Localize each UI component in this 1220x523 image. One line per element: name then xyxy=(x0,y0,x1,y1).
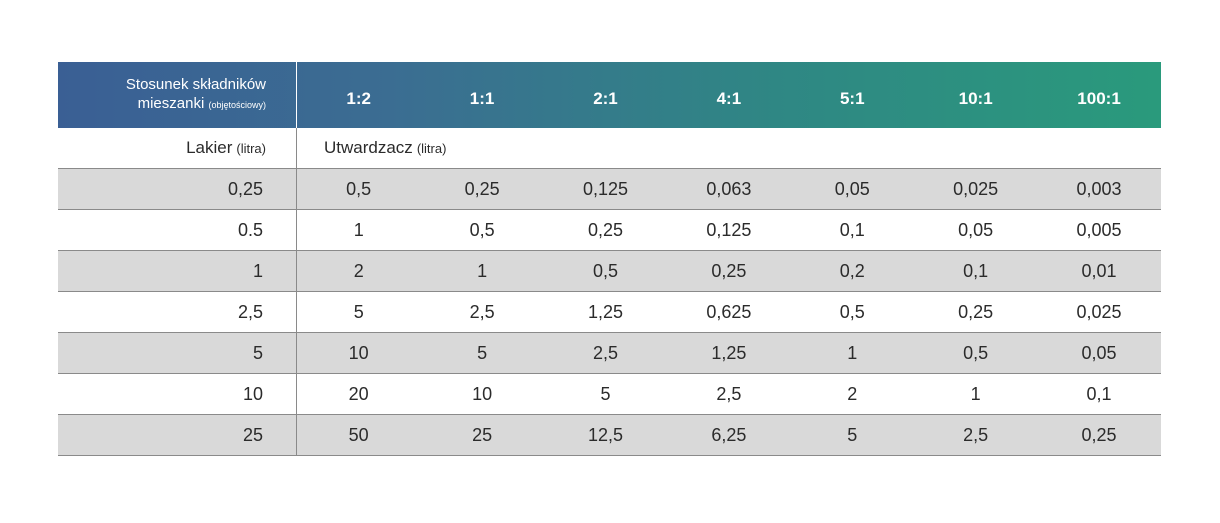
hardener-amount-cell: 0,5 xyxy=(839,301,865,322)
table-row: 25 50 25 12,5 6,25 5 2,5 0,25 xyxy=(58,415,1161,456)
lacquer-amount-cell: 5 xyxy=(58,333,297,373)
lacquer-amount-cell: 2,5 xyxy=(58,292,297,332)
hardener-amount-cell: 0,1 xyxy=(1086,383,1112,404)
hardener-amount-cell: 0,25 xyxy=(587,219,623,240)
hardener-amount-cell: 10 xyxy=(472,383,493,404)
table-row: 2,5 5 2,5 1,25 0,625 0,5 0,25 0,025 xyxy=(58,292,1161,333)
lacquer-column-header: Lakier (litra) xyxy=(58,128,297,168)
hardener-unit: (litra) xyxy=(416,140,447,156)
hardener-amount-cell: 1 xyxy=(970,383,981,404)
hardener-amount-cell: 0,003 xyxy=(1076,178,1122,199)
hardener-amount-cell: 2,5 xyxy=(963,424,989,445)
hardener-amount-cell: 25 xyxy=(472,424,493,445)
hardener-amount-cell: 50 xyxy=(348,424,369,445)
hardener-amount-cell: 2 xyxy=(353,260,364,281)
hardener-amount-cell: 2,5 xyxy=(469,301,495,322)
hardener-amount-cell: 0,063 xyxy=(706,178,752,199)
hardener-amount-cell: 1 xyxy=(847,342,858,363)
hardener-amount-cell: 0,25 xyxy=(1081,424,1117,445)
hardener-column-header: Utwardzacz (litra) xyxy=(297,128,446,168)
table-row: 5 10 5 2,5 1,25 1 0,5 0,05 xyxy=(58,333,1161,374)
hardener-amount-cell: 0,5 xyxy=(963,342,989,363)
hardener-amount-cell: 0,25 xyxy=(711,260,747,281)
ratio-header-mixture: mieszanki xyxy=(137,95,205,112)
ratio-column-header: 4:1 xyxy=(716,89,742,108)
hardener-amount-cell: 2,5 xyxy=(716,383,742,404)
hardener-amount-cell: 1,25 xyxy=(711,342,747,363)
hardener-amount-cell: 0,05 xyxy=(834,178,870,199)
lacquer-amount-cell: 1 xyxy=(58,251,297,291)
ratio-column-header: 1:2 xyxy=(346,89,371,108)
hardener-amount-cell: 0,01 xyxy=(1081,260,1117,281)
hardener-amount-cell: 6,25 xyxy=(711,424,747,445)
ratio-column-header: 5:1 xyxy=(839,89,865,108)
ratio-header-cell: Stosunek składników mieszanki (objętości… xyxy=(58,62,297,128)
table-row: 10 20 10 5 2,5 2 1 0,1 xyxy=(58,374,1161,415)
ratio-column-header: 2:1 xyxy=(593,89,618,108)
table-subheader: Lakier (litra) Utwardzacz (litra) xyxy=(58,128,1161,169)
hardener-amount-cell: 0,025 xyxy=(953,178,999,199)
hardener-amount-cell: 1,25 xyxy=(587,301,623,322)
table-row: 0,25 0,5 0,25 0,125 0,063 0,05 0,025 0,003 xyxy=(58,169,1161,210)
lacquer-amount-cell: 0.5 xyxy=(58,210,297,250)
ratio-header-line2: mieszanki (objętościowy) xyxy=(138,94,266,115)
hardener-amount-cell: 5 xyxy=(600,383,611,404)
hardener-amount-cell: 1 xyxy=(353,219,364,240)
hardener-amount-cell: 0,25 xyxy=(464,178,500,199)
lacquer-amount-cell: 25 xyxy=(58,415,297,455)
hardener-amount-cell: 0,5 xyxy=(346,178,372,199)
hardener-amount-cell: 2 xyxy=(847,383,858,404)
hardener-amount-cell: 0,005 xyxy=(1076,219,1122,240)
mixing-ratio-table: Stosunek składników mieszanki (objętości… xyxy=(58,62,1161,456)
hardener-label: Utwardzacz xyxy=(324,138,413,157)
hardener-amount-cell: 2,5 xyxy=(592,342,618,363)
lacquer-unit: (litra) xyxy=(236,140,266,156)
hardener-amount-cell: 5 xyxy=(477,342,488,363)
ratio-header-line1: Stosunek składników xyxy=(125,76,266,93)
hardener-amount-cell: 0,125 xyxy=(706,219,752,240)
hardener-amount-cell: 0,5 xyxy=(592,260,618,281)
hardener-amount-cell: 0,1 xyxy=(839,219,865,240)
lacquer-amount-cell: 10 xyxy=(58,374,297,414)
lacquer-label: Lakier xyxy=(186,138,233,157)
hardener-amount-cell: 0,125 xyxy=(582,178,628,199)
hardener-amount-cell: 12,5 xyxy=(587,424,623,445)
hardener-amount-cell: 0,25 xyxy=(958,301,994,322)
ratio-column-header: 10:1 xyxy=(958,89,993,108)
hardener-amount-cell: 20 xyxy=(348,383,369,404)
ratio-column-header: 1:1 xyxy=(469,89,495,108)
hardener-amount-cell: 0,2 xyxy=(839,260,865,281)
table-row: 0.5 1 0,5 0,25 0,125 0,1 0,05 0,005 xyxy=(58,210,1161,251)
hardener-amount-cell: 0,05 xyxy=(958,219,994,240)
hardener-amount-cell: 0,025 xyxy=(1076,301,1122,322)
table-body: 0,25 0,5 0,25 0,125 0,063 0,05 0,025 0,003 0.5 1 0… xyxy=(58,169,1161,456)
table-row: 1 2 1 0,5 0,25 0,2 0,1 0,01 xyxy=(58,251,1161,292)
ratio-column-header: 100:1 xyxy=(1077,89,1121,108)
hardener-amount-cell: 5 xyxy=(353,301,364,322)
hardener-amount-cell: 0,625 xyxy=(706,301,752,322)
hardener-amount-cell: 10 xyxy=(348,342,369,363)
hardener-amount-cell: 0,5 xyxy=(469,219,495,240)
hardener-amount-cell: 5 xyxy=(847,424,858,445)
ratio-header-note: (objętościowy) xyxy=(208,100,266,110)
table-header: Stosunek składników mieszanki (objętości… xyxy=(58,62,1161,128)
hardener-amount-cell: 1 xyxy=(477,260,488,281)
lacquer-amount-cell: 0,25 xyxy=(58,169,297,209)
hardener-amount-cell: 0,1 xyxy=(963,260,989,281)
hardener-amount-cell: 0,05 xyxy=(1081,342,1117,363)
